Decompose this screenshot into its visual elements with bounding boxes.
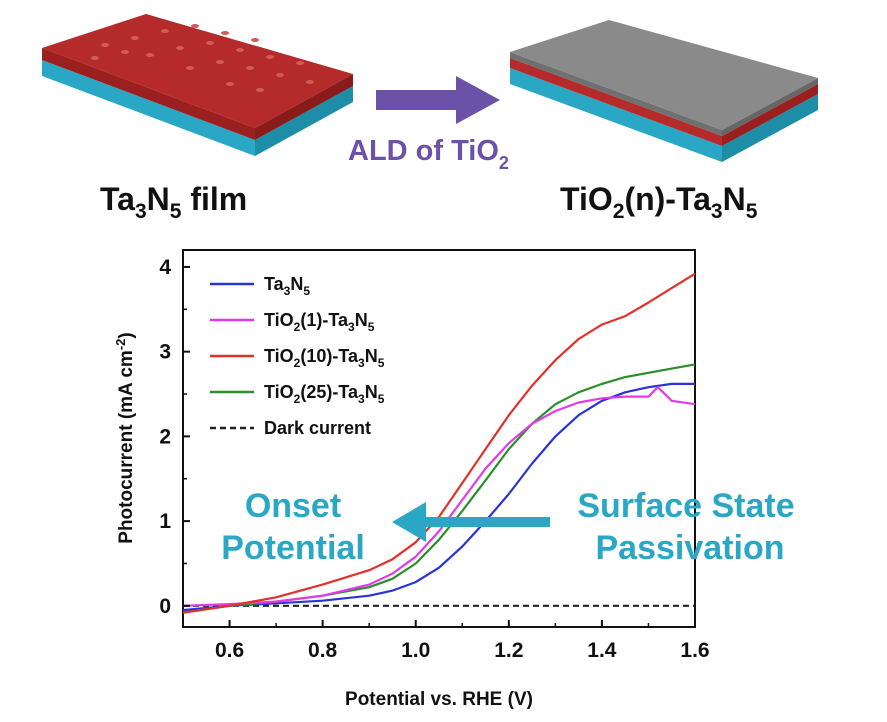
passivation-label-line1: Surface State <box>577 487 794 525</box>
passivation-label-line2: Passivation <box>596 529 785 567</box>
x-tick-label: 0.6 <box>215 639 244 662</box>
series-line <box>182 386 696 607</box>
film-pit <box>131 36 139 40</box>
chart-legend: Ta3N5 TiO2(1)-Ta3N5 TiO2(10)-Ta3N5 TiO2(25)… <box>210 274 385 438</box>
y-tick-label: 4 <box>159 256 171 279</box>
ald-process-arrow: ALD of TiO2 <box>348 76 509 173</box>
film-pit <box>101 43 109 47</box>
left-film-label: Ta3N5 film <box>100 181 247 223</box>
film-pit <box>206 41 214 45</box>
x-tick-label: 1.2 <box>494 639 523 662</box>
ta3n5-film-illustration <box>42 14 353 156</box>
tio2-layer-top <box>510 20 818 130</box>
film-pit <box>121 50 129 54</box>
y-tick-label: 1 <box>159 510 171 533</box>
film-pit <box>306 80 314 84</box>
ticks-layer: 0.6 0.8 1.0 1.2 1.4 1.6 0 1 2 3 4 <box>159 256 709 662</box>
film-pit <box>246 66 254 70</box>
x-tick-label: 0.8 <box>308 639 338 662</box>
film-pit <box>91 56 99 60</box>
film-pit <box>256 88 264 92</box>
left-film-side <box>255 74 353 140</box>
onset-label-line2: Potential <box>221 529 365 567</box>
legend-label: Ta3N5 <box>264 274 310 298</box>
film-pit <box>146 53 154 57</box>
right-substrate-side <box>722 94 818 162</box>
film-pit <box>186 66 194 70</box>
left-film-top <box>42 14 353 128</box>
film-pit <box>236 48 244 52</box>
left-substrate-side <box>255 86 353 156</box>
tio2-layer-front <box>510 52 722 136</box>
legend-label: TiO2(25)-Ta3N5 <box>264 382 385 406</box>
left-substrate-front <box>42 60 255 156</box>
ald-label: ALD of TiO2 <box>348 135 509 173</box>
film-pit <box>276 73 284 77</box>
right-film-side <box>722 84 818 146</box>
film-pit <box>226 82 234 86</box>
photocurrent-chart: 0.6 0.8 1.0 1.2 1.4 1.6 0 1 2 3 4 Ta3N5 TiO2(1)-Ta3… <box>113 249 795 710</box>
right-arrow-icon <box>376 76 500 124</box>
left-arrowhead-icon <box>392 502 426 542</box>
x-tick-label: 1.4 <box>587 639 617 662</box>
film-surface-pits <box>91 24 314 92</box>
legend-label: TiO2(10)-Ta3N5 <box>264 346 385 370</box>
y-tick-label: 0 <box>159 595 171 618</box>
film-pit <box>216 60 224 64</box>
right-substrate-front <box>510 68 722 162</box>
legend-label: Dark current <box>264 418 371 438</box>
film-pit <box>296 61 304 65</box>
film-pit <box>161 29 169 33</box>
onset-label-line1: Onset <box>245 487 341 525</box>
y-tick-label: 3 <box>159 341 171 364</box>
film-pit <box>251 38 259 42</box>
right-film-label: TiO2(n)-Ta3N5 <box>560 181 758 223</box>
tio2-ta3n5-film-illustration <box>510 20 818 162</box>
x-axis-label: Potential vs. RHE (V) <box>345 689 533 710</box>
film-pit <box>266 55 274 59</box>
y-tick-label: 2 <box>159 425 171 448</box>
x-tick-label: 1.0 <box>401 639 430 662</box>
tio2-layer-side <box>722 78 818 136</box>
plot-frame <box>182 249 696 628</box>
film-pit <box>191 24 199 28</box>
legend-label: TiO2(1)-Ta3N5 <box>264 310 375 334</box>
film-pit <box>176 46 184 50</box>
film-pit <box>221 31 229 35</box>
right-film-front <box>510 58 722 146</box>
x-tick-label: 1.6 <box>680 639 709 662</box>
left-film-front <box>42 48 255 140</box>
series-line <box>182 272 696 614</box>
y-axis-label: Photocurrent (mA cm-2) <box>113 332 137 543</box>
